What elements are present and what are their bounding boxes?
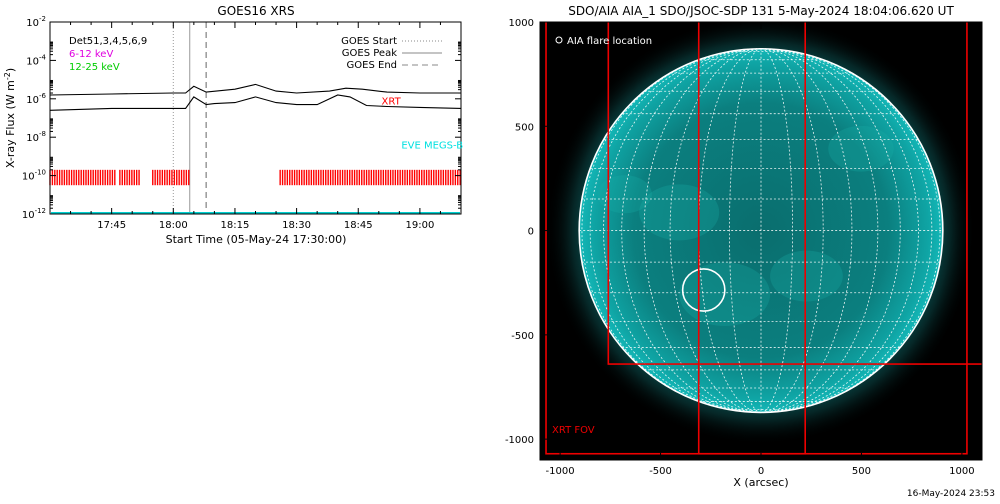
- y-tick-label: 10-2: [26, 15, 46, 29]
- x-tick-label: 18:15: [221, 220, 250, 231]
- y-tick-mantissa: 10: [26, 95, 39, 106]
- y-tick-exponent: -10: [35, 169, 46, 177]
- legend-entry: Det51,3,4,5,6,9: [69, 36, 147, 47]
- aia-y-tick-label: -1000: [505, 435, 534, 446]
- aia-y-tick-label: 0: [528, 227, 534, 238]
- longitude-grid-line: [621, 48, 762, 413]
- xrt-fov-box: [607, 22, 982, 365]
- longitude-grid-line: [760, 48, 941, 413]
- xrt-coverage-segment: [279, 169, 461, 186]
- legend-entry: 12-25 keV: [69, 62, 120, 73]
- aia-y-tick-label: -500: [511, 331, 534, 342]
- xrt-fov-box: [697, 22, 807, 455]
- x-tick-label: 18:30: [282, 220, 311, 231]
- legend-entry: GOES Peak: [342, 48, 397, 59]
- longitude-grid-line: [698, 48, 762, 413]
- longitude-grid-line: [603, 48, 762, 413]
- lightcurve-title: GOES16 XRS: [217, 4, 294, 18]
- lightcurve-y-axis-label: X-ray Flux (W m-2): [3, 68, 17, 168]
- longitude-grid-line: [669, 48, 762, 413]
- longitude-grid-line: [729, 48, 762, 413]
- y-tick-mantissa: 10: [22, 210, 35, 221]
- y-tick-label: 10-8: [26, 130, 46, 144]
- active-region-patch: [770, 250, 843, 302]
- legend-entry: GOES Start: [341, 36, 397, 47]
- longitude-grid-line: [581, 48, 762, 413]
- y-tick-exponent: -8: [39, 130, 46, 138]
- y-tick-label: 10-12: [22, 207, 46, 221]
- legend-entry: 6-12 keV: [69, 49, 113, 60]
- x-tick-label: 18:45: [344, 220, 373, 231]
- y-tick-mantissa: 10: [26, 18, 39, 29]
- y-tick-label: 10-6: [26, 92, 46, 106]
- chart-annotation: XRT: [382, 97, 402, 108]
- x-tick-label: 19:00: [405, 220, 434, 231]
- flare-location-legend-label: AIA flare location: [567, 36, 652, 47]
- longitude-grid-line: [760, 48, 793, 413]
- y-tick-mantissa: 10: [26, 56, 39, 67]
- xrt-fov-label: XRT FOV: [552, 425, 595, 436]
- legend-entry: GOES End: [347, 60, 397, 71]
- x-tick-label: 17:45: [97, 220, 126, 231]
- y-tick-exponent: -6: [39, 92, 47, 100]
- y-tick-exponent: -4: [39, 53, 47, 61]
- y-tick-label: 10-10: [22, 169, 46, 183]
- goes-flux-series-1: [50, 83, 461, 96]
- ylabel-close: ): [4, 68, 17, 72]
- y-tick-label: 10-4: [26, 53, 46, 67]
- y-tick-mantissa: 10: [26, 133, 39, 144]
- ylabel-superscript: -2: [3, 72, 12, 80]
- aia-x-tick-label: 500: [852, 466, 871, 477]
- aia-x-tick-label: 1000: [949, 466, 974, 477]
- render-timestamp: 16-May-2024 23:53: [907, 489, 995, 499]
- aia-title: SDO/AIA AIA_1 SDO/JSOC-SDP 131 5-May-202…: [568, 4, 954, 18]
- chart-annotation: EVE MEGS-B: [401, 141, 463, 152]
- solar-limb: [578, 47, 944, 414]
- x-tick-label: 18:00: [159, 220, 188, 231]
- y-tick-exponent: -2: [39, 15, 46, 23]
- xrt-coverage-segment: [49, 169, 116, 186]
- longitude-grid-line: [760, 48, 824, 413]
- longitude-grid-line: [760, 48, 853, 413]
- aia-y-tick-label: 1000: [509, 18, 534, 29]
- active-region-patch: [828, 125, 894, 172]
- y-tick-mantissa: 10: [22, 172, 35, 183]
- longitude-grid-line: [644, 48, 762, 413]
- longitude-grid-line: [760, 48, 919, 413]
- aia-x-tick-label: 0: [758, 466, 764, 477]
- goes-flux-series-2: [50, 94, 461, 111]
- y-tick-exponent: -12: [35, 207, 46, 215]
- lightcurve-x-axis-label: Start Time (05-May-24 17:30:00): [166, 233, 347, 246]
- aia-y-tick-label: 500: [515, 122, 534, 133]
- aia-x-tick-label: -1000: [546, 466, 575, 477]
- longitude-grid-line: [760, 48, 901, 413]
- xrt-coverage-segment: [152, 169, 190, 186]
- aia-x-tick-label: -500: [649, 466, 672, 477]
- aia-x-axis-label: X (arcsec): [733, 476, 788, 489]
- flare-location-legend-marker: [555, 36, 563, 44]
- flare-location-circle: [681, 268, 726, 312]
- ylabel-text: X-ray Flux (W m: [4, 80, 17, 168]
- xrt-coverage-segment: [119, 169, 140, 186]
- aia-solar-image-chart: SDO/AIA AIA_1 SDO/JSOC-SDP 131 5-May-202…: [505, 4, 983, 489]
- longitude-grid-line: [760, 48, 878, 413]
